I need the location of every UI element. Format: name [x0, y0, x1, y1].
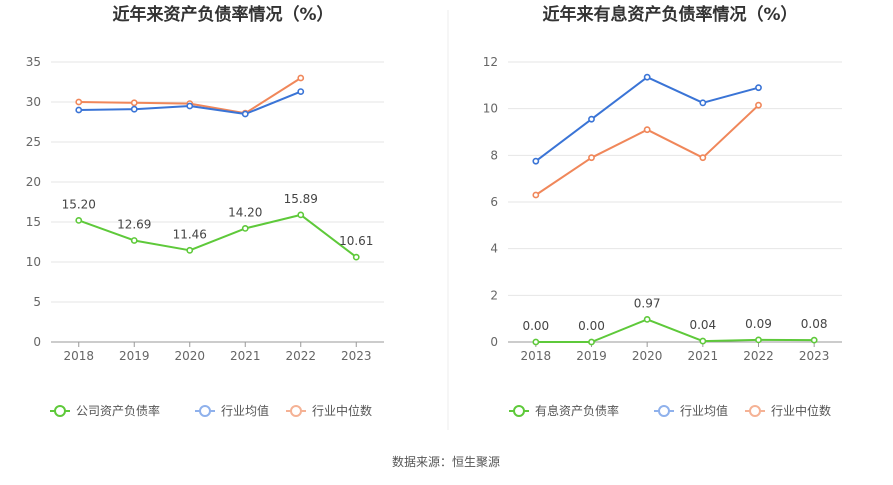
y-tick-label: 20 — [26, 175, 41, 189]
data-point-main — [352, 253, 360, 261]
x-tick-label: 2018 — [63, 349, 94, 363]
data-label: 12.69 — [117, 217, 151, 231]
x-tick-label: 2021 — [688, 349, 719, 363]
data-point-avg — [532, 157, 540, 165]
x-tick-label: 2021 — [230, 349, 261, 363]
legend-swatch-marker — [290, 405, 302, 417]
data-point-main — [75, 216, 83, 224]
y-tick-label: 15 — [26, 215, 41, 229]
y-tick-label: 25 — [26, 135, 41, 149]
x-tick-label: 2020 — [632, 349, 663, 363]
y-tick-label: 0 — [33, 335, 41, 349]
y-tick-label: 4 — [490, 242, 498, 256]
series-line-avg — [535, 76, 759, 162]
x-tick-label: 2022 — [285, 349, 316, 363]
data-label: 0.08 — [801, 317, 828, 331]
data-point-median — [297, 74, 305, 82]
data-label: 14.20 — [228, 205, 262, 219]
data-point-avg — [297, 88, 305, 95]
data-point-median — [75, 98, 83, 106]
legend-swatch-marker — [199, 405, 211, 417]
chart-title: 近年来资产负债率情况（%） — [112, 4, 333, 25]
data-point-main — [532, 338, 540, 346]
data-label: 10.61 — [339, 234, 373, 248]
legend-label: 有息资产负债率 — [535, 403, 619, 418]
data-label: 0.04 — [689, 318, 716, 332]
data-point-main — [297, 211, 305, 219]
y-tick-label: 10 — [483, 102, 498, 116]
data-point-median — [532, 191, 540, 199]
legend-swatch-marker — [513, 405, 525, 417]
x-tick-label: 2020 — [174, 349, 205, 363]
legend-label: 行业均值 — [221, 403, 269, 418]
x-tick-label: 2022 — [743, 349, 774, 363]
data-point-main — [810, 336, 818, 344]
legend-label: 行业中位数 — [771, 403, 831, 418]
data-label: 15.89 — [284, 192, 318, 206]
data-point-main — [130, 237, 138, 244]
x-tick-label: 2023 — [799, 349, 830, 363]
data-point-avg — [241, 110, 249, 118]
series-line-median — [535, 104, 760, 196]
x-tick-label: 2019 — [576, 349, 607, 363]
data-point-avg — [699, 99, 707, 107]
x-tick-label: 2018 — [521, 349, 552, 363]
chart-title: 近年来有息资产负债率情况（%） — [542, 4, 797, 25]
data-point-avg — [130, 105, 138, 113]
legend-label: 公司资产负债率 — [76, 403, 160, 418]
x-tick-label: 2023 — [341, 349, 372, 363]
legend-swatch-marker — [658, 405, 670, 417]
data-point-main — [241, 224, 249, 232]
y-tick-label: 2 — [490, 288, 498, 302]
data-point-main — [186, 246, 194, 254]
legend-swatch-marker — [749, 405, 761, 417]
data-label: 0.09 — [745, 317, 772, 331]
data-point-median — [130, 99, 138, 107]
legend-swatch-marker — [54, 405, 66, 417]
series-line-main — [78, 213, 357, 258]
data-point-median — [588, 154, 595, 162]
data-point-avg — [186, 102, 194, 110]
y-tick-label: 35 — [26, 55, 41, 69]
y-tick-label: 12 — [483, 55, 498, 69]
y-tick-label: 6 — [490, 195, 498, 209]
y-tick-label: 5 — [33, 295, 41, 309]
y-tick-label: 8 — [490, 148, 498, 162]
data-point-main — [643, 315, 651, 323]
data-point-main — [588, 338, 595, 346]
source-text: 数据来源：恒生聚源 — [392, 454, 500, 469]
legend-label: 行业中位数 — [312, 403, 372, 418]
x-tick-label: 2019 — [119, 349, 150, 363]
data-label: 15.20 — [62, 197, 96, 211]
data-point-avg — [755, 84, 762, 92]
data-point-median — [643, 126, 651, 134]
data-label: 0.97 — [634, 296, 661, 310]
y-tick-label: 30 — [26, 95, 41, 109]
data-point-avg — [588, 115, 595, 123]
y-tick-label: 10 — [26, 255, 41, 269]
y-tick-label: 0 — [490, 335, 498, 349]
series-line-main — [535, 318, 815, 343]
data-point-main — [755, 336, 762, 344]
data-label: 0.00 — [578, 319, 605, 333]
data-point-median — [755, 101, 762, 109]
data-point-avg — [75, 106, 83, 114]
data-label: 11.46 — [173, 227, 207, 241]
data-point-main — [699, 337, 707, 345]
legend-label: 行业均值 — [680, 403, 728, 418]
data-point-median — [699, 154, 707, 162]
data-point-avg — [643, 73, 651, 81]
data-label: 0.00 — [522, 319, 549, 333]
